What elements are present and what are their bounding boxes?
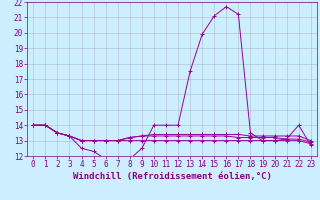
X-axis label: Windchill (Refroidissement éolien,°C): Windchill (Refroidissement éolien,°C) — [73, 172, 271, 181]
